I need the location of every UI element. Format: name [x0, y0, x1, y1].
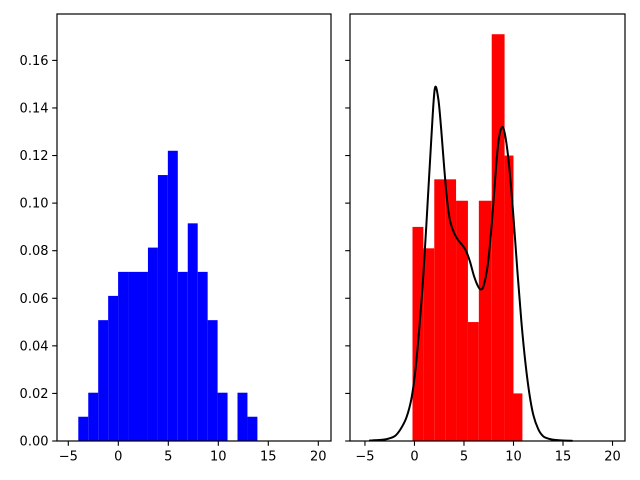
left-histogram-bar [237, 392, 248, 441]
left-histogram-bar [88, 392, 99, 441]
left-histogram-bar [167, 150, 178, 441]
x-tick-label: 20 [604, 450, 621, 465]
x-tick-label: −5 [355, 450, 374, 465]
right-histogram-with-kde-bar [491, 34, 505, 441]
x-tick-label: 5 [460, 450, 468, 465]
right-histogram-with-kde-frame [349, 13, 626, 442]
x-tick-label: 20 [310, 450, 327, 465]
x-tick-label: 10 [210, 450, 227, 465]
left-histogram-bar [187, 223, 198, 441]
right-histogram-with-kde-bar [445, 179, 457, 441]
x-tick-label: 0 [410, 450, 418, 465]
right-histogram-with-kde-bar [504, 155, 514, 442]
y-tick-label: 0.12 [20, 149, 49, 164]
left-histogram-frame [56, 13, 332, 442]
y-tick-label: 0.00 [20, 435, 49, 450]
x-tick-label: 0 [114, 450, 122, 465]
left-histogram-bar [177, 271, 188, 441]
left-histogram-bar [118, 271, 129, 441]
left-histogram-bar [157, 175, 168, 442]
left-histogram-bar [98, 320, 109, 441]
left-histogram-bar [217, 392, 228, 441]
x-tick-label: −5 [59, 450, 78, 465]
left-histogram-bar [247, 416, 258, 441]
left-histogram-bar [138, 271, 148, 441]
left-histogram-bar [78, 416, 89, 441]
left-histogram-bar [197, 271, 208, 441]
y-tick-label: 0.04 [20, 339, 49, 354]
left-histogram-bar [108, 295, 119, 441]
right-histogram-with-kde-bar [423, 248, 435, 441]
kde-curve [368, 85, 573, 442]
y-tick-label: 0.10 [20, 197, 49, 212]
left-histogram-bar [147, 247, 158, 441]
x-tick-label: 15 [555, 450, 572, 465]
right-histogram-with-kde-bar [456, 200, 468, 441]
y-tick-label: 0.14 [20, 101, 49, 116]
x-tick-label: 15 [260, 450, 277, 465]
y-tick-label: 0.06 [20, 292, 49, 307]
x-tick-label: 10 [505, 450, 522, 465]
y-tick-label: 0.02 [20, 387, 49, 402]
y-tick-label: 0.08 [20, 244, 49, 259]
left-histogram-bar [128, 271, 138, 441]
right-histogram-with-kde-bar [467, 322, 479, 441]
x-tick-label: 5 [164, 450, 172, 465]
right-histogram-with-kde-bar [513, 393, 523, 441]
y-tick-label: 0.16 [20, 54, 49, 69]
left-histogram-bar [207, 320, 218, 441]
right-histogram-with-kde-bar [434, 179, 446, 441]
